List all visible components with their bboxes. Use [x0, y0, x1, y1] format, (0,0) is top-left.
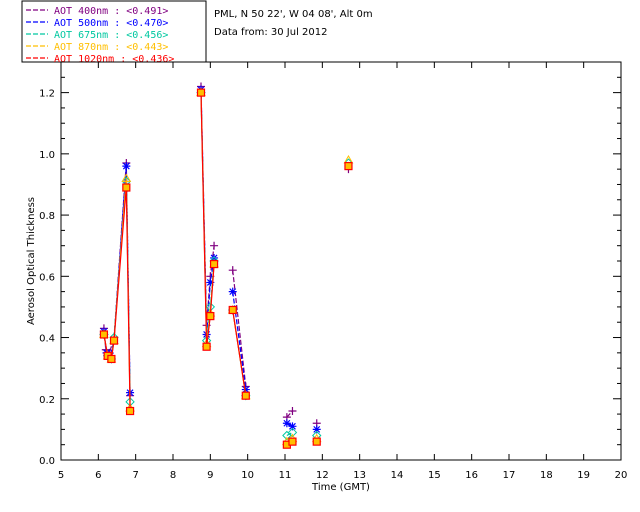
y-tick-label: 0.0 — [39, 456, 55, 467]
legend-box — [21, 0, 207, 63]
legend: AOT 400nm : <0.491>AOT 500nm : <0.470>AO… — [21, 0, 207, 65]
data-point — [121, 173, 132, 182]
x-tick-label: 18 — [540, 470, 553, 481]
data-point — [99, 330, 109, 339]
series-2 — [99, 87, 354, 441]
x-tick-label: 6 — [95, 470, 101, 481]
data-point — [287, 427, 298, 438]
y-tick-label: 0.4 — [39, 334, 55, 345]
legend-label: AOT 1020nm : <0.436> — [54, 54, 174, 65]
legend-label: AOT 870nm : <0.443> — [54, 42, 168, 53]
x-axis-label: Time (GMT) — [311, 482, 370, 493]
y-axis-label: Aerosol Optical Thickness — [26, 197, 37, 325]
data-point — [122, 183, 131, 192]
data-point — [312, 437, 321, 446]
x-tick-label: 15 — [428, 470, 441, 481]
data-point — [206, 312, 215, 321]
x-tick-label: 11 — [279, 470, 292, 481]
data-point — [288, 407, 297, 416]
data-point — [125, 406, 135, 416]
data-point — [126, 388, 135, 397]
y-tick-label: 1.0 — [39, 150, 55, 161]
legend-label: AOT 500nm : <0.470> — [54, 18, 168, 29]
data-point — [241, 391, 250, 400]
series-line — [104, 93, 349, 436]
data-point — [241, 385, 250, 394]
axis-ticks: 5 6 7 8 9 10 11 12 13 14 15 16 17 18 19 20 0.0 0.2 0.4 0.6 0… — [39, 61, 628, 481]
x-tick-label: 19 — [577, 470, 590, 481]
series-line — [104, 90, 349, 427]
data-point — [125, 397, 135, 407]
legend-label: AOT 675nm : <0.456> — [54, 30, 168, 41]
series-1 — [99, 85, 353, 434]
data-point — [210, 241, 219, 250]
series-line — [104, 93, 349, 442]
data-point — [288, 422, 297, 431]
x-tick-label: 13 — [353, 470, 366, 481]
x-tick-label: 9 — [207, 470, 213, 481]
series-line — [104, 87, 349, 418]
x-tick-label: 12 — [316, 470, 329, 481]
plot-area — [60, 61, 622, 461]
y-tick-label: 0.2 — [39, 395, 55, 406]
data-point — [228, 266, 237, 275]
x-tick-label: 20 — [615, 470, 628, 481]
data-point — [210, 253, 219, 262]
data-point — [122, 162, 131, 171]
data-point — [206, 278, 215, 287]
x-tick-label: 17 — [503, 470, 516, 481]
data-point — [288, 437, 297, 446]
y-tick-label: 1.2 — [39, 89, 55, 100]
series-0 — [99, 82, 353, 428]
data-point — [228, 305, 237, 315]
x-tick-label: 16 — [465, 470, 478, 481]
date-info: Data from: 30 Jul 2012 — [214, 27, 327, 38]
data-point — [344, 161, 353, 171]
data-point — [107, 354, 116, 364]
series-4 — [99, 88, 353, 449]
data-point — [282, 419, 291, 428]
x-tick-label: 8 — [170, 470, 176, 481]
site-info: PML, N 50 22', W 04 08', Alt 0m — [214, 9, 373, 20]
series-layer — [99, 82, 354, 449]
legend-label: AOT 400nm : <0.491> — [54, 6, 168, 17]
y-tick-label: 0.8 — [39, 211, 55, 222]
x-tick-label: 14 — [391, 470, 404, 481]
x-tick-label: 7 — [132, 470, 138, 481]
series-3 — [99, 87, 354, 446]
data-point — [209, 259, 219, 269]
x-tick-label: 10 — [241, 470, 254, 481]
data-point — [196, 88, 206, 97]
x-tick-label: 5 — [58, 470, 64, 481]
data-point — [312, 425, 321, 434]
data-point — [109, 336, 119, 345]
series-line — [104, 93, 349, 445]
data-point — [202, 342, 211, 351]
data-point — [228, 287, 237, 296]
y-tick-label: 0.6 — [39, 272, 55, 283]
